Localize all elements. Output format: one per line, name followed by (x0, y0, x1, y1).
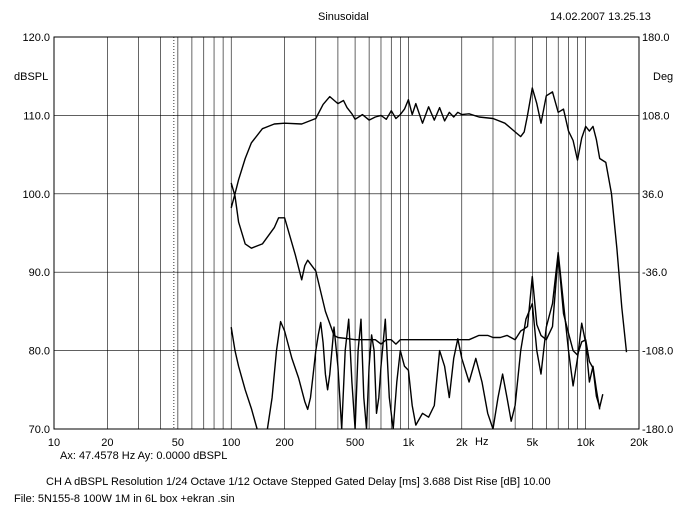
spl-response-line (230, 87, 628, 353)
y-tick-label-right: 180.0 (642, 32, 670, 44)
x-tick-label: 500 (346, 437, 364, 449)
cursor-readout: Ax: 47.4578 Hz Ay: 0.0000 dBSPL (60, 450, 228, 462)
x-axis-unit-label: Hz (475, 436, 489, 448)
x-tick-label: 5k (526, 437, 538, 449)
y-tick-label-right: 36.0 (642, 189, 663, 201)
y-tick-label-right: -36.0 (642, 267, 667, 279)
y-tick-label-right: -180.0 (642, 424, 673, 436)
plot-frame (53, 36, 640, 430)
tick-labels: 10 20 50 100 200 500 1k 2k 5k 10k 20k 120.0 110.0 100… (22, 32, 673, 449)
y-tick-label-left: 80.0 (29, 346, 50, 358)
phase-response-line (230, 182, 604, 408)
y-tick-label-right: -108.0 (642, 346, 673, 358)
y-tick-label-right: 108.0 (642, 110, 670, 122)
grid (53, 36, 640, 430)
timestamp: 14.02.2007 13.25.13 (550, 11, 651, 23)
y-tick-label-left: 90.0 (29, 267, 50, 279)
x-tick-label: 10k (577, 437, 595, 449)
chart-title: Sinusoidal (318, 11, 369, 23)
x-tick-label: 20k (630, 437, 648, 449)
x-tick-label: 2k (456, 437, 468, 449)
y-tick-label-left: 110.0 (23, 110, 50, 122)
x-tick-label: 1k (403, 437, 415, 449)
x-tick-label: 100 (222, 437, 240, 449)
x-tick-label: 200 (275, 437, 293, 449)
y-tick-label-left: 100.0 (22, 189, 50, 201)
x-tick-label: 20 (101, 437, 113, 449)
measurement-settings: CH A dBSPL Resolution 1/24 Octave 1/12 O… (46, 476, 551, 488)
x-tick-label: 10 (48, 437, 60, 449)
distortion-response-line (230, 251, 601, 429)
y-axis-label-right: Deg (653, 71, 674, 83)
file-name: File: 5N155-8 100W 1M in 6L box +ekran .… (14, 493, 235, 505)
y-tick-label-left: 70.0 (29, 424, 50, 436)
series (230, 87, 628, 429)
y-tick-label-left: 120.0 (22, 32, 50, 44)
y-axis-label-left: dBSPL (14, 71, 49, 83)
x-tick-label: 50 (172, 437, 184, 449)
